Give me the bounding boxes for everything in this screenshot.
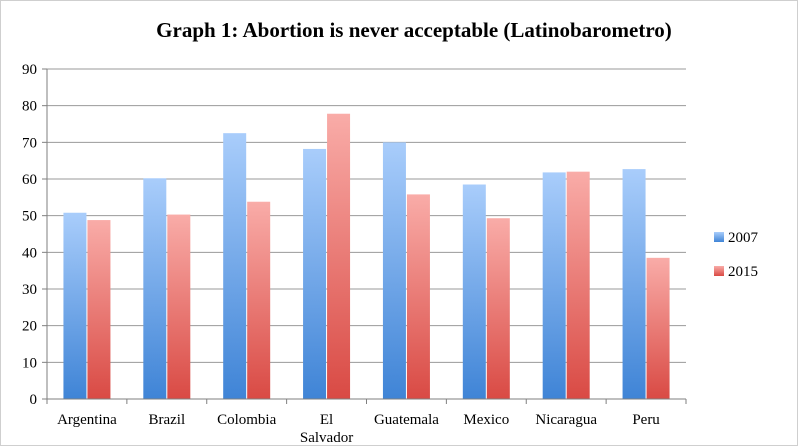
legend-label: 2015 xyxy=(728,264,758,280)
x-tick-label: El Salvador xyxy=(300,412,353,446)
x-tick-label: Nicaragua xyxy=(535,412,597,428)
chart-title: Graph 1: Abortion is never acceptable (L… xyxy=(156,18,672,42)
bar-2015-mexico xyxy=(486,218,510,399)
y-tick-label: 30 xyxy=(22,282,37,298)
x-tick-label: Guatemala xyxy=(374,412,439,428)
bar-2015-peru xyxy=(646,257,670,399)
bar-2007-nicaragua xyxy=(542,172,566,399)
x-tick-label: Peru xyxy=(632,412,660,428)
bar-2007-el-salvador xyxy=(303,148,327,399)
legend-swatch xyxy=(714,232,724,242)
bar-2015-el-salvador xyxy=(327,113,351,399)
bar-2015-argentina xyxy=(87,220,111,399)
y-tick-label: 50 xyxy=(22,209,37,225)
y-tick-label: 40 xyxy=(22,245,37,261)
bar-2007-guatemala xyxy=(382,142,406,400)
y-tick-label: 70 xyxy=(22,135,37,151)
y-tick-label: 10 xyxy=(22,355,37,371)
y-axis-ticks: 0 10 20 30 40 50 60 70 80 90 xyxy=(22,62,37,408)
bar-2015-colombia xyxy=(247,201,271,399)
y-tick-label: 0 xyxy=(30,392,38,408)
y-tick-label: 80 xyxy=(22,99,37,115)
axes xyxy=(42,68,687,404)
bar-2007-peru xyxy=(622,169,646,399)
x-tick-label: Colombia xyxy=(217,412,277,428)
x-tick-label: Brazil xyxy=(148,412,185,428)
x-axis-labels: Argentina Brazil Colombia El Salvador Guatema… xyxy=(57,412,660,446)
y-tick-label: 60 xyxy=(22,172,37,188)
bars xyxy=(63,113,670,400)
gridlines xyxy=(47,68,686,363)
legend: 2007 2015 xyxy=(714,230,759,280)
bar-2015-nicaragua xyxy=(566,171,590,399)
y-tick-label: 20 xyxy=(22,319,37,335)
bar-2007-argentina xyxy=(63,212,87,399)
bar-2007-brazil xyxy=(143,178,167,399)
bar-2007-colombia xyxy=(223,133,247,399)
x-tick-label: Mexico xyxy=(463,412,509,428)
bar-2015-brazil xyxy=(167,214,191,399)
legend-label: 2007 xyxy=(728,230,759,246)
legend-item-2015: 2015 xyxy=(714,264,758,280)
bar-2015-guatemala xyxy=(406,194,430,399)
x-tick-label: Argentina xyxy=(57,412,117,428)
y-tick-label: 90 xyxy=(22,62,37,78)
bar-2007-mexico xyxy=(462,184,486,399)
legend-swatch xyxy=(714,266,724,276)
legend-item-2007: 2007 xyxy=(714,230,759,246)
